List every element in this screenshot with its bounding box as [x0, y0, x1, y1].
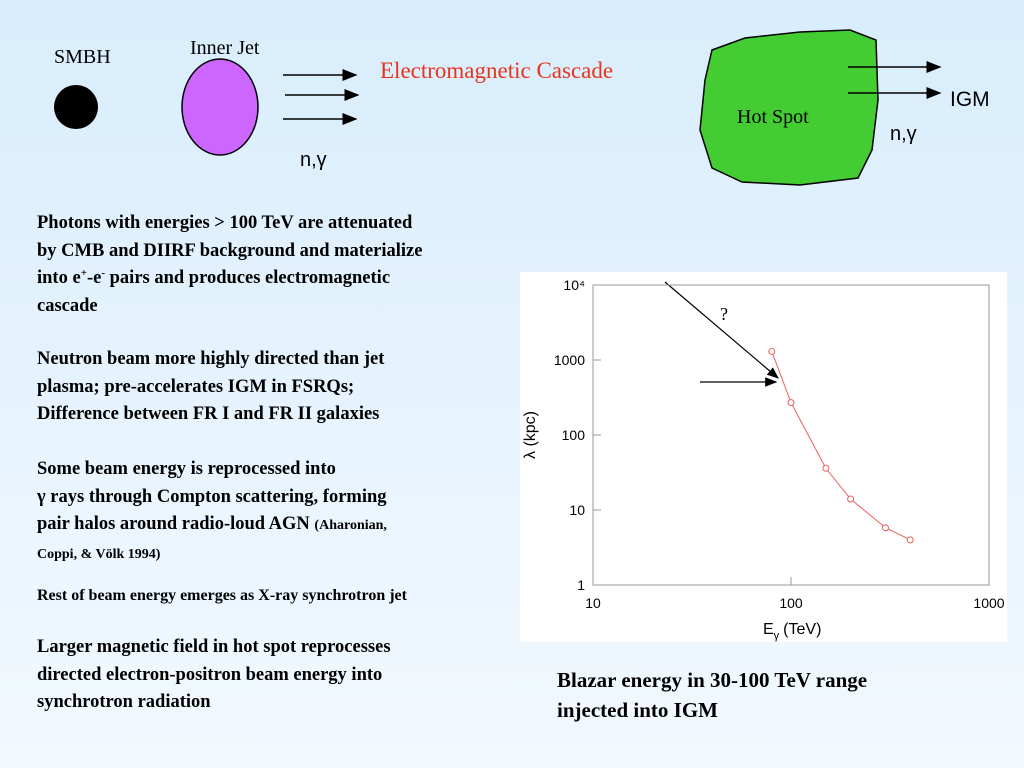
- paragraph: Larger magnetic field in hot spot reproc…: [37, 634, 391, 717]
- text-line: pair halos around radio-loud AGN (Aharon…: [37, 511, 387, 540]
- text: pairs and produces electromagnetic: [105, 268, 391, 288]
- y-axis-label: λ (kpc): [522, 411, 539, 459]
- text: directed electron-positron beam energy i…: [37, 664, 383, 685]
- data-point: [822, 464, 830, 472]
- data-point: [768, 347, 776, 355]
- x-axis-label: Eγ (TeV): [763, 621, 821, 642]
- text-line: plasma; pre-accelerates IGM in FSRQs;: [37, 374, 384, 402]
- smbh: [54, 85, 98, 129]
- data-point: [787, 399, 795, 407]
- text-line: Neutron beam more highly directed than j…: [37, 346, 384, 374]
- x-tick-label: 100: [779, 595, 803, 611]
- y-tick-label: 1: [577, 577, 585, 593]
- text: -: [101, 266, 106, 279]
- x-tick-label: 1000: [973, 595, 1004, 611]
- text: Some beam energy is reprocessed into: [37, 459, 336, 479]
- text-line: Photons with energies > 100 TeV are atte…: [37, 210, 422, 238]
- hot-spot-label: Hot Spot: [737, 106, 809, 128]
- text-line: cascade: [37, 293, 422, 321]
- text: Difference between FR I and FR II galaxi…: [37, 404, 380, 424]
- data-point: [881, 524, 889, 532]
- caption-line: injected into IGM: [557, 698, 718, 722]
- y-tick-label: 10: [569, 502, 585, 518]
- x-axis-label-unit: (TeV): [783, 621, 821, 638]
- text-line: γ rays through Compton scattering, formi…: [37, 484, 387, 512]
- text: γ rays through Compton scattering, formi…: [37, 486, 387, 507]
- y-tick-label: 100: [562, 427, 586, 443]
- text: cascade: [37, 295, 98, 316]
- text-line: Rest of beam energy emerges as X-ray syn…: [37, 582, 407, 610]
- diagram: SMBH Inner Jet n,γ Electromagnetic Casca…: [54, 29, 990, 186]
- text-line: Some beam energy is reprocessed into: [37, 456, 387, 484]
- text-line: Coppi, & Völk 1994): [37, 540, 387, 569]
- text-line: synchrotron radiation: [37, 689, 391, 717]
- jet: [181, 58, 259, 156]
- text: (Aharonian,: [314, 518, 387, 533]
- annotation: ?: [720, 304, 728, 324]
- caption-line: Blazar energy in 30-100 TeV range: [557, 668, 868, 692]
- data-point: [906, 536, 914, 544]
- smbh-label: SMBH: [54, 46, 111, 68]
- text-line: by CMB and DIIRF background and material…: [37, 238, 422, 266]
- caption: Blazar energy in 30-100 TeV range injecte…: [557, 665, 867, 725]
- paragraph: Neutron beam more highly directed than j…: [37, 346, 384, 429]
- paragraph: Rest of beam energy emerges as X-ray syn…: [37, 582, 407, 610]
- text: pair halos around radio-loud AGN: [37, 514, 315, 534]
- y-tick-label: 1000: [554, 352, 585, 368]
- text: by CMB and DIIRF background and material…: [37, 240, 423, 261]
- text: Larger magnetic field in hot spot reproc…: [37, 637, 391, 657]
- paragraph: Photons with energies > 100 TeV are atte…: [37, 210, 422, 320]
- text: synchrotron radiation: [37, 692, 211, 712]
- text-line: Difference between FR I and FR II galaxi…: [37, 401, 384, 429]
- particles-label: n,γ: [890, 123, 917, 145]
- text: Neutron beam more highly directed than j…: [37, 349, 385, 369]
- igm-label: IGM: [950, 88, 990, 111]
- text: Photons with energies > 100 TeV are atte…: [37, 213, 413, 233]
- text-line: directed electron-positron beam energy i…: [37, 662, 391, 690]
- cascade-label: Electromagnetic Cascade: [380, 58, 613, 83]
- text: +: [80, 266, 87, 279]
- text: plasma; pre-accelerates IGM in FSRQs;: [37, 376, 355, 397]
- text: Coppi, & Völk 1994): [37, 546, 161, 562]
- paragraph: Some beam energy is reprocessed into γ ra…: [37, 456, 387, 568]
- data-point: [847, 495, 855, 503]
- y-tick-label: 10⁴: [563, 277, 585, 293]
- text-line: Larger magnetic field in hot spot reproc…: [37, 634, 391, 662]
- curve: [771, 351, 911, 541]
- x-axis-label-sub: γ: [774, 630, 780, 642]
- text: Rest of beam energy emerges as X-ray syn…: [37, 587, 407, 604]
- jet-label: Inner Jet: [190, 37, 260, 59]
- x-tick-label: 10: [585, 595, 601, 611]
- particles-label: n,γ: [300, 149, 327, 171]
- annotation-arrow: [664, 281, 779, 379]
- hot-spot: [699, 29, 879, 186]
- x-axis-label-main: E: [763, 621, 774, 638]
- text: into e: [37, 268, 81, 288]
- text-line: into e+-e- pairs and produces electromag…: [37, 265, 422, 293]
- plot-frame: [592, 284, 990, 586]
- text: -e: [86, 268, 102, 288]
